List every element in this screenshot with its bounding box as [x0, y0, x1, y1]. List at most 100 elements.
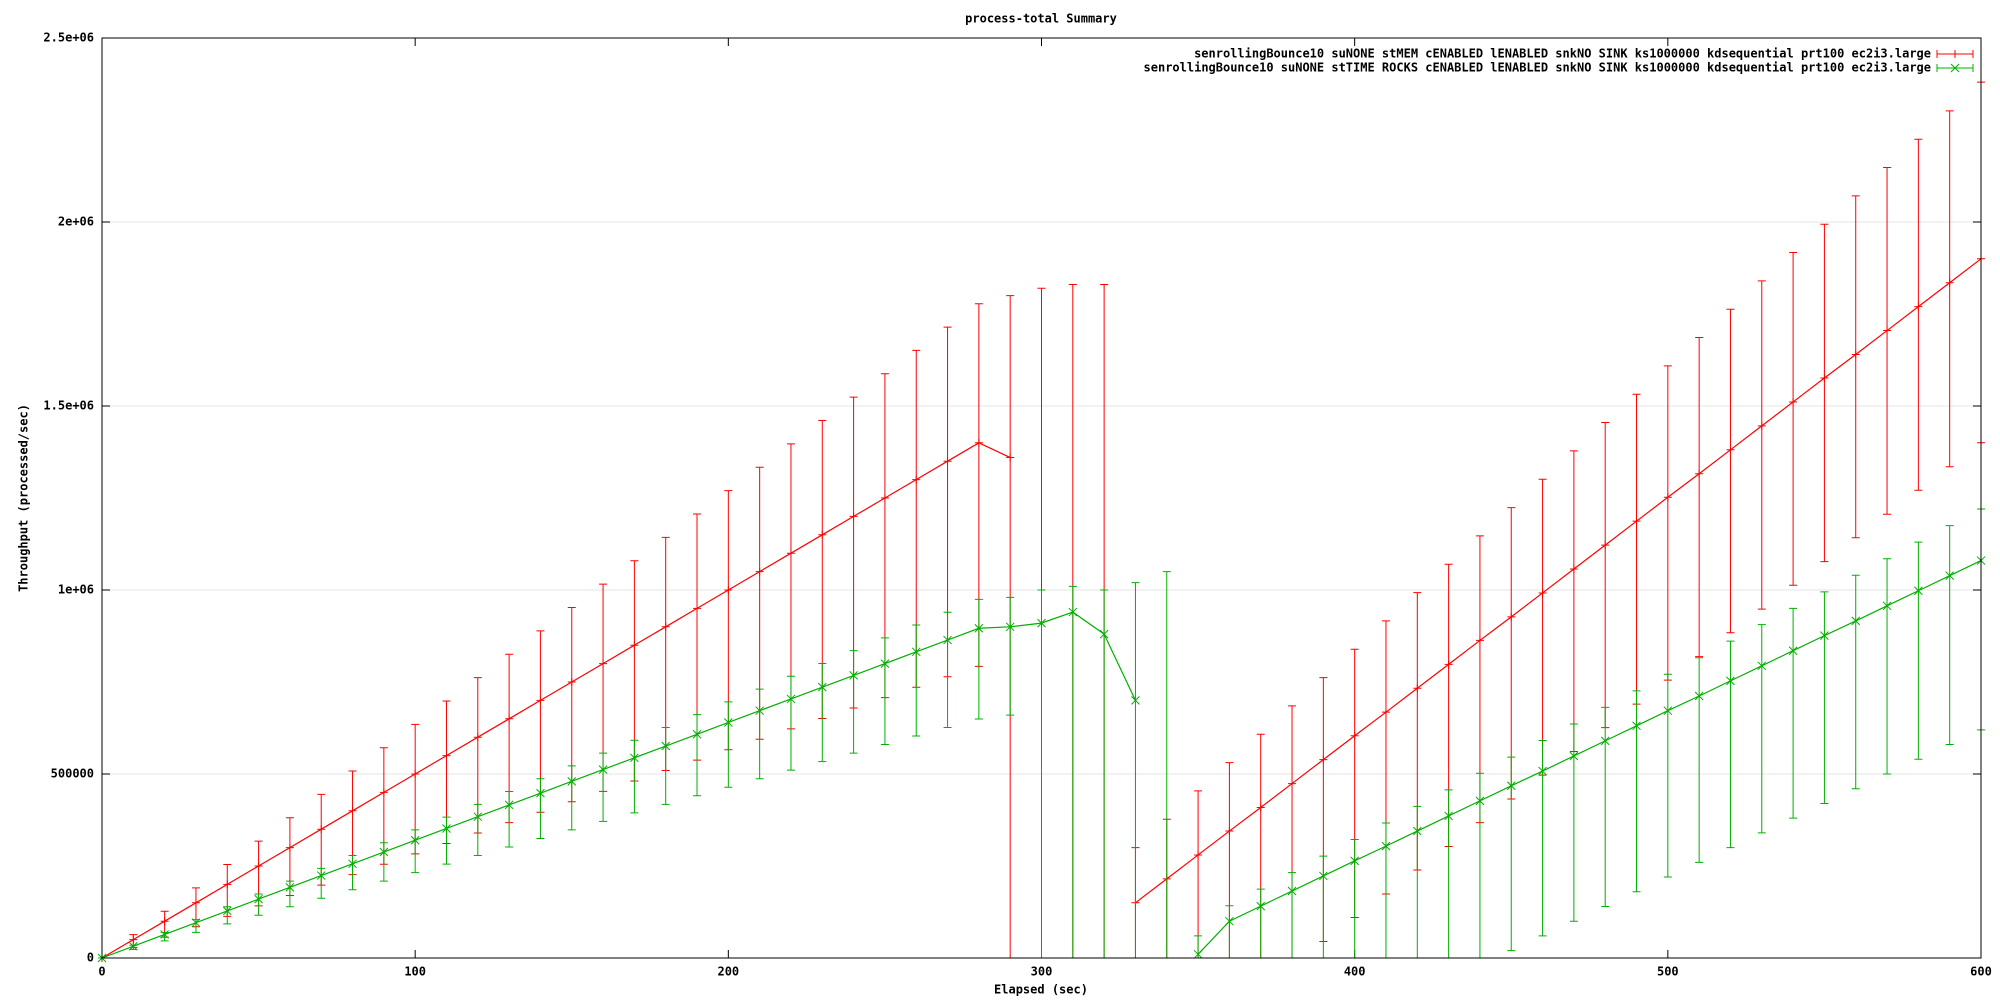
legend-item: senrollingBounce10 suNONE stMEM cENABLED… [1194, 47, 1974, 61]
error-bar [1288, 872, 1297, 959]
error-bar [1131, 582, 1140, 959]
data-point [160, 917, 169, 926]
error-bar [1914, 541, 1923, 760]
error-bar [755, 688, 764, 780]
error-bar [1663, 673, 1672, 878]
data-point [1193, 949, 1203, 959]
data-point [630, 753, 639, 763]
data-point [1663, 706, 1673, 716]
data-point [1194, 850, 1203, 859]
data-point [1099, 629, 1109, 639]
data-point [1757, 421, 1766, 430]
error-bar [1851, 195, 1860, 539]
error-bar [724, 701, 733, 788]
data-point [1006, 453, 1015, 462]
data-point [1381, 708, 1390, 717]
series-line [101, 258, 1982, 959]
data-point [191, 898, 200, 907]
data-point [849, 512, 858, 521]
error-bar [317, 867, 326, 899]
error-bar [1538, 740, 1547, 937]
chart-title: process-total Summary [965, 12, 1117, 26]
data-point [786, 549, 795, 558]
data-point [1350, 856, 1360, 866]
data-point [1381, 841, 1391, 851]
data-point [755, 567, 764, 576]
error-bar [1945, 525, 1954, 746]
error-bar [1757, 624, 1766, 834]
data-point [128, 941, 138, 951]
y-tick-label: 1e+06 [58, 583, 94, 597]
error-bar [1632, 393, 1641, 705]
x-tick-label: 500 [1657, 965, 1679, 979]
legend-label: senrollingBounce10 suNONE stTIME ROCKS c… [1144, 61, 1931, 75]
error-bar [661, 726, 670, 805]
data-point [222, 906, 232, 916]
data-point [567, 678, 576, 686]
x-tick-label: 100 [404, 965, 426, 979]
y-tick-label: 1.5e+06 [43, 399, 94, 413]
data-point [880, 494, 889, 502]
error-bar [974, 598, 983, 720]
data-point [1569, 565, 1578, 574]
data-point [723, 718, 733, 727]
y-tick-label: 2e+06 [58, 215, 94, 229]
error-bar [818, 662, 827, 763]
data-point [348, 806, 357, 815]
error-bar [1006, 596, 1015, 716]
data-point [1444, 660, 1453, 669]
error-bar [1569, 450, 1578, 753]
data-point [1820, 374, 1829, 383]
data-point [1788, 646, 1798, 656]
error-bar [943, 611, 952, 728]
error-bar [1945, 110, 1954, 468]
data-point [442, 824, 451, 833]
data-point [1914, 302, 1923, 311]
legend-marker [1951, 50, 1959, 58]
data-point [410, 835, 420, 845]
data-point [1131, 696, 1140, 705]
data-point [536, 696, 545, 705]
data-point [1318, 871, 1328, 881]
data-point [974, 623, 984, 633]
data-point [1225, 916, 1234, 926]
legend-label: senrollingBounce10 suNONE stMEM cENABLED… [1194, 47, 1931, 61]
plot-frame [101, 37, 1982, 959]
data-point [285, 882, 295, 892]
y-tick-label: 2.5e+06 [43, 31, 94, 45]
error-bar [1695, 657, 1704, 863]
data-point [223, 880, 232, 889]
data-point [1412, 826, 1422, 836]
error-bar [567, 765, 576, 831]
legend-marker [1950, 63, 1960, 73]
data-point [598, 765, 608, 774]
error-bar [1914, 138, 1923, 491]
data-point [1726, 445, 1735, 454]
data-point [1600, 736, 1610, 746]
data-point [1820, 631, 1829, 640]
error-bar [1068, 585, 1077, 959]
data-point [943, 457, 952, 466]
data-point [943, 635, 952, 645]
series-line [101, 560, 1982, 959]
data-point [348, 859, 357, 869]
data-point [1663, 493, 1672, 502]
error-bar [693, 714, 702, 797]
y-tick-label: 0 [87, 951, 94, 965]
data-point [317, 825, 326, 834]
error-bar [1225, 905, 1234, 959]
error-bar [1851, 574, 1860, 790]
data-point [379, 847, 389, 857]
data-point [1256, 803, 1265, 812]
error-bar [1601, 422, 1610, 729]
data-point [1851, 350, 1860, 359]
data-point [1444, 811, 1453, 821]
data-point [911, 647, 921, 657]
error-bar [880, 637, 889, 746]
data-point [1068, 607, 1078, 617]
error-bar [505, 791, 514, 848]
data-point [1507, 612, 1516, 621]
x-tick-label: 0 [98, 965, 105, 979]
data-point [1413, 684, 1422, 693]
error-bar [1726, 308, 1735, 634]
